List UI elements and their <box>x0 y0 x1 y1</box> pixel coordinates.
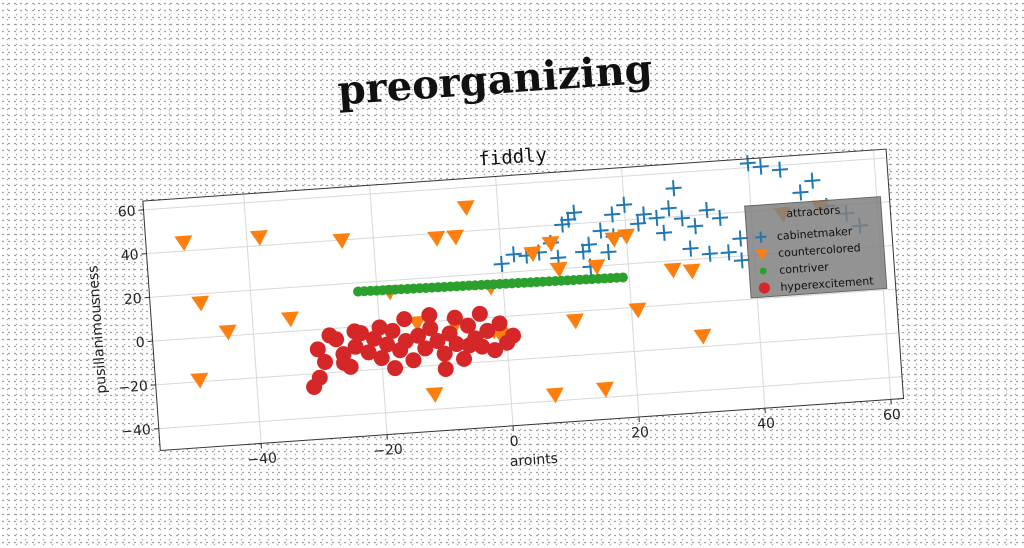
y-tick-label: 60 <box>117 203 136 220</box>
y-tick-label: 0 <box>135 335 145 352</box>
y-tick-label: 40 <box>120 247 139 264</box>
x-tick-label: 20 <box>631 424 650 441</box>
y-tick-label: −40 <box>121 422 152 440</box>
legend: attractorscabinetmakercountercoloredcont… <box>745 197 887 298</box>
x-tick-label: 0 <box>509 433 519 450</box>
x-tick-label: 60 <box>883 407 902 424</box>
plot-area <box>143 149 904 450</box>
x-tick-label: −40 <box>247 450 278 468</box>
x-tick-label: 40 <box>757 416 776 433</box>
chart-title: fiddly <box>478 144 548 171</box>
y-tick-label: 20 <box>123 291 142 308</box>
x-tick-label: −20 <box>373 442 404 460</box>
y-axis-label: pusillanimousness <box>85 265 110 394</box>
y-tick-label: −20 <box>118 378 149 396</box>
x-axis-label: aroints <box>509 451 558 470</box>
